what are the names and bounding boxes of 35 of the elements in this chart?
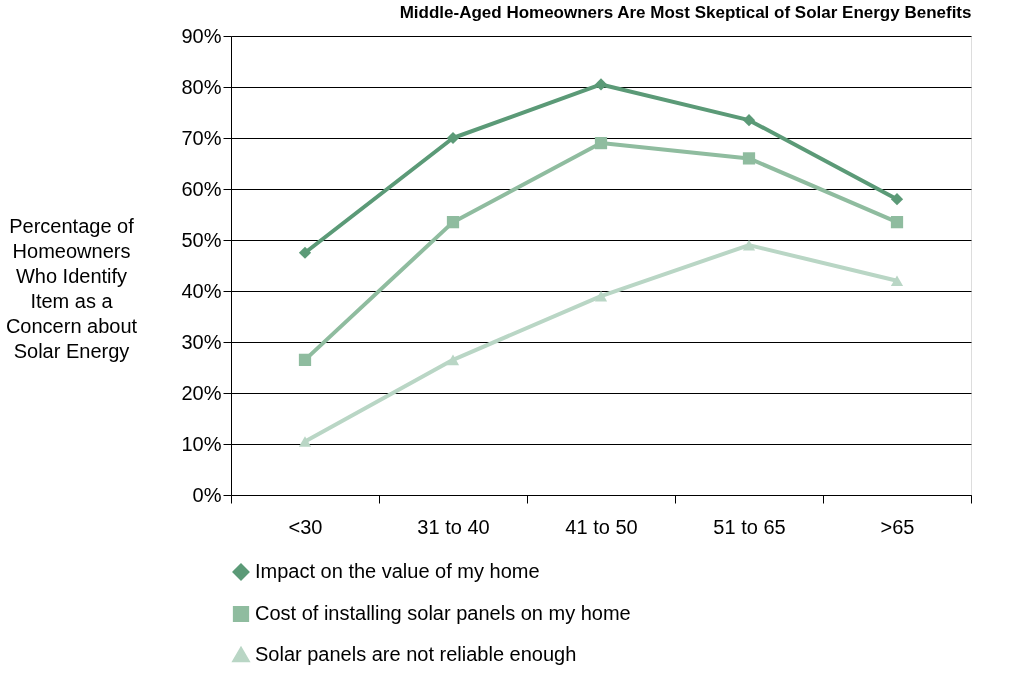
x-tick-label: 51 to 65 bbox=[713, 515, 786, 538]
legend-label: Impact on the value of my home bbox=[255, 560, 540, 582]
y-tick-label: 60% bbox=[181, 177, 222, 200]
chart-title: Middle-Aged Homeowners Are Most Skeptical of Solar Energy Benefits bbox=[399, 3, 972, 22]
point bbox=[298, 353, 312, 366]
y-tick-label: 40% bbox=[181, 279, 222, 302]
point bbox=[742, 239, 756, 251]
y-tick-label: 10% bbox=[181, 432, 222, 455]
point bbox=[446, 354, 460, 366]
legend-label: Solar panels are not reliable enough bbox=[255, 643, 577, 665]
y-tick-label: 50% bbox=[181, 228, 222, 251]
point bbox=[742, 114, 756, 127]
y-axis-title: Percentage of Homeowners Who Identify Item as a Concern about Solar Energy bbox=[5, 214, 138, 362]
point bbox=[446, 131, 460, 145]
y-tick-label: 70% bbox=[181, 126, 222, 149]
y-tick-label: 20% bbox=[181, 381, 222, 404]
point bbox=[594, 136, 608, 150]
x-tick-label: 41 to 50 bbox=[565, 515, 638, 538]
point bbox=[594, 290, 608, 302]
point bbox=[298, 246, 312, 259]
x-tick-label: 31 to 40 bbox=[417, 515, 490, 538]
y-tick-label: 0% bbox=[192, 483, 222, 506]
point bbox=[298, 436, 312, 447]
x-tick-label: >65 bbox=[880, 515, 915, 538]
point bbox=[742, 152, 756, 165]
point bbox=[890, 193, 904, 206]
y-tick-label: 90% bbox=[181, 24, 222, 47]
point bbox=[890, 275, 904, 287]
y-tick-label: 30% bbox=[181, 330, 222, 353]
x-tick-label: <30 bbox=[288, 515, 323, 538]
point bbox=[594, 78, 608, 91]
legend-label: Cost of installing solar panels on my home bbox=[255, 602, 631, 624]
y-tick-label: 80% bbox=[181, 75, 222, 98]
point bbox=[446, 216, 460, 229]
point bbox=[890, 216, 904, 229]
